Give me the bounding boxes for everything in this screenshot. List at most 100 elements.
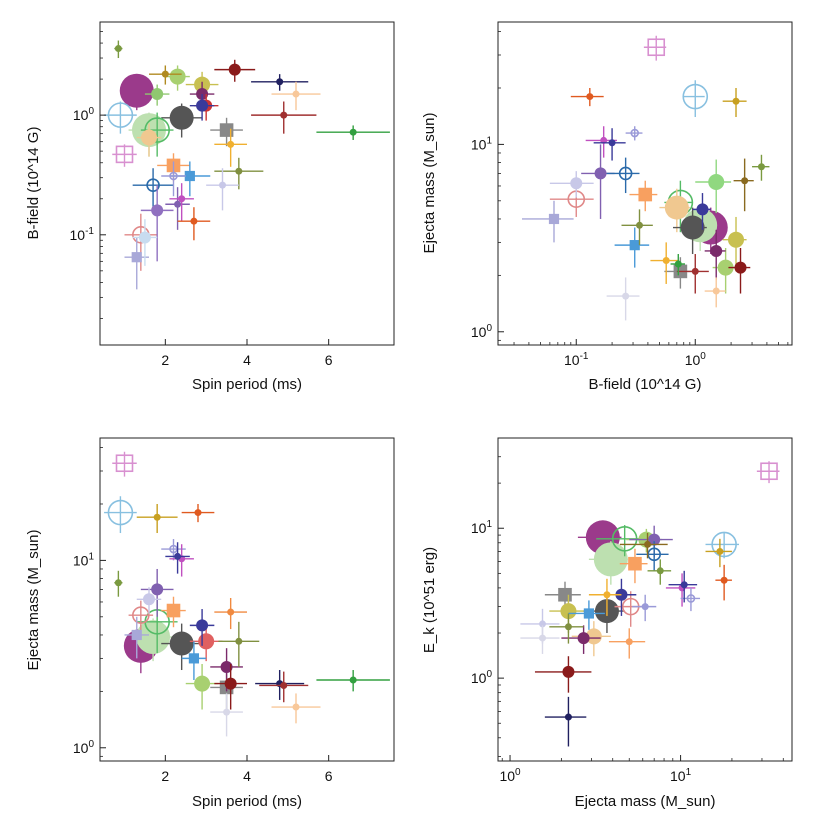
marker <box>223 708 231 716</box>
panel-bottom-right: 100 101 100 101 Ejecta mass (M_sun) E_k (10… <box>421 437 793 810</box>
marker <box>138 231 151 244</box>
x-axis-label: Ejecta mass (M_sun) <box>575 793 716 810</box>
data-point-sn-y-violet <box>581 144 615 219</box>
data-point-sn-x-lilac <box>136 587 162 614</box>
data-point-sn-f-open-pink <box>128 600 154 633</box>
data-point-sn-o-maroon <box>259 671 309 703</box>
marker <box>734 261 747 274</box>
data-point-sn-k-navy <box>189 609 215 646</box>
data-point-sn-al-orange-small <box>214 597 247 630</box>
marker <box>583 608 595 619</box>
data-point-sn-ad-light-blue <box>132 219 158 266</box>
data-point-sn-d-open-green <box>140 112 174 157</box>
marker <box>548 213 560 225</box>
x-tick-label: 100 <box>499 767 521 784</box>
marker <box>686 594 696 603</box>
marker <box>656 567 664 575</box>
marker <box>146 178 160 192</box>
data-point-sn-g-green <box>165 65 190 91</box>
marker <box>728 231 745 248</box>
marker <box>732 97 740 105</box>
y-tick-label: 101 <box>73 551 95 568</box>
data-point-sn-ae-open-pink-sq <box>756 461 780 484</box>
y-axis-label: E_k (10^51 erg) <box>421 547 438 653</box>
marker <box>174 200 182 208</box>
data-point-sn-f-open-pink <box>549 184 594 217</box>
data-point-sn-m-navy-small <box>251 74 309 91</box>
y-tick-label: 10-1 <box>70 226 95 243</box>
marker <box>153 513 161 521</box>
marker <box>161 70 169 78</box>
data-point-sn-n-peach <box>704 277 726 308</box>
data-point-sn-n-peach <box>271 81 321 111</box>
marker <box>647 38 666 57</box>
marker <box>625 638 633 646</box>
marker <box>638 187 653 202</box>
marker <box>151 583 164 596</box>
marker <box>641 603 649 611</box>
data-point-sn-v-open-navy <box>606 157 640 194</box>
marker <box>712 287 720 295</box>
marker <box>227 608 235 616</box>
data-point-sn-ah-brown <box>149 65 182 85</box>
data-point-sn-l-dark-red <box>728 247 751 294</box>
x-tick-label: 10-1 <box>564 351 589 368</box>
marker <box>603 591 611 599</box>
x-axis-label: B-field (10^14 G) <box>589 376 702 393</box>
data-point-sn-ah-brown <box>136 503 178 534</box>
y-tick-label: 100 <box>73 739 95 756</box>
marker <box>115 454 134 473</box>
marker <box>169 631 194 656</box>
marker <box>664 195 689 220</box>
data-point-sn-ao-lav-small <box>632 594 657 622</box>
data-point-sn-c-big-grey <box>161 103 203 138</box>
marker <box>107 102 134 128</box>
marker <box>119 73 154 108</box>
data-point-sn-x-lilac <box>549 171 594 198</box>
panel-bottom-left: 2 4 6 100 101 Spin period (ms) Ejecta mass (… <box>25 437 395 810</box>
marker <box>144 117 170 143</box>
plot-frame <box>497 21 793 346</box>
marker <box>720 576 728 584</box>
marker <box>132 606 150 624</box>
marker <box>636 221 644 229</box>
marker <box>169 105 194 130</box>
marker <box>570 177 583 190</box>
data-point-sn-s-olive-small <box>218 621 260 667</box>
marker <box>115 145 134 164</box>
data-point-sn-ab-orange-cross <box>715 564 732 601</box>
data-point-sn-o-maroon <box>251 101 317 134</box>
marker <box>107 499 134 526</box>
marker <box>114 579 122 587</box>
data-point-sn-ap-navy-low <box>544 696 587 747</box>
marker <box>716 547 724 555</box>
marker <box>292 703 300 711</box>
marker <box>538 634 546 642</box>
marker <box>151 204 164 217</box>
data-point-sn-n-peach <box>271 693 321 724</box>
marker <box>220 660 233 673</box>
marker <box>224 677 237 690</box>
marker <box>131 252 142 263</box>
marker <box>235 167 243 175</box>
x-tick-label: 6 <box>325 768 333 784</box>
marker <box>717 259 734 276</box>
marker <box>586 93 594 101</box>
data-point-sn-u-blue-sq <box>181 641 207 680</box>
data-point-sn-q-yellow <box>650 242 679 284</box>
marker <box>188 653 200 664</box>
data-point-sn-r-green-line <box>316 670 390 692</box>
y-tick-label: 100 <box>73 106 95 123</box>
marker <box>674 260 682 268</box>
data-point-sn-m-navy-small <box>165 542 190 574</box>
marker <box>630 128 640 138</box>
data-point-sn-h-olive <box>722 216 747 272</box>
data-point-sn-k-navy <box>189 94 215 121</box>
marker <box>114 45 122 53</box>
marker <box>280 111 288 119</box>
y-tick-label: 100 <box>471 669 493 686</box>
data-point-sn-ad-light-blue <box>606 277 640 321</box>
data-point-sn-l-dark-red <box>534 656 592 693</box>
data-point-sn-ad-light-blue <box>210 693 243 737</box>
data-point-sn-c-big-grey <box>672 207 707 255</box>
